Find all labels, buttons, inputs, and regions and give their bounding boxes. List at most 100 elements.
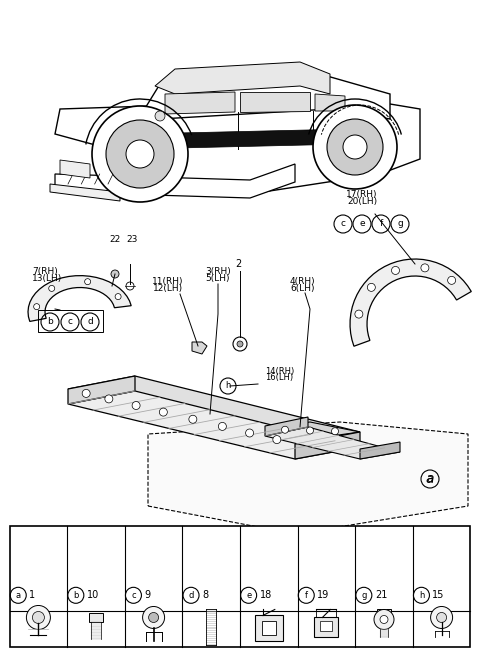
Text: 17(RH): 17(RH) [346,190,378,199]
Circle shape [273,436,281,443]
Circle shape [126,140,154,168]
Circle shape [355,310,363,318]
Text: b: b [73,591,79,600]
Text: 1: 1 [29,591,36,600]
Polygon shape [135,129,350,149]
Text: d: d [87,317,93,326]
Circle shape [92,106,188,202]
Text: 22: 22 [109,235,120,244]
Polygon shape [28,275,131,321]
Text: 7(RH): 7(RH) [32,267,58,276]
Polygon shape [260,422,360,439]
Polygon shape [295,432,360,459]
Polygon shape [120,74,390,149]
Polygon shape [265,427,400,459]
Text: 11(RH): 11(RH) [152,277,184,286]
Circle shape [392,266,399,275]
Polygon shape [148,422,468,534]
Polygon shape [68,391,360,459]
Polygon shape [360,442,400,459]
Text: 14(RH): 14(RH) [265,367,294,376]
Circle shape [106,120,174,188]
Bar [377,610,391,617]
Circle shape [48,285,55,292]
Text: 12(LH): 12(LH) [153,284,183,293]
Bar [321,621,332,632]
Bar [262,621,276,636]
Polygon shape [350,259,471,346]
Circle shape [343,135,367,159]
Text: b: b [47,317,53,326]
Circle shape [115,294,121,300]
Text: 5(LH): 5(LH) [206,274,230,283]
Circle shape [155,111,165,121]
Text: f: f [379,220,383,228]
Text: 6(LH): 6(LH) [290,284,314,293]
Text: 2: 2 [235,259,241,269]
Circle shape [159,408,168,416]
Circle shape [313,105,397,189]
Text: 21: 21 [375,591,387,600]
Text: a: a [427,474,433,484]
Polygon shape [68,376,135,404]
Circle shape [26,606,50,629]
Text: g: g [361,591,367,600]
Circle shape [327,119,383,175]
Text: e: e [246,591,251,600]
Text: h: h [419,591,424,600]
Circle shape [132,402,140,409]
Circle shape [374,610,394,629]
Text: a: a [426,472,434,486]
Text: 18: 18 [260,591,272,600]
Bar [38,310,103,332]
Text: 4(RH): 4(RH) [290,277,316,286]
Bar [255,615,283,642]
Circle shape [143,606,165,628]
Bar [314,617,338,638]
Polygon shape [55,164,295,198]
Polygon shape [60,160,90,178]
Circle shape [431,606,453,628]
Circle shape [448,277,456,284]
Text: h: h [225,381,231,390]
Polygon shape [265,417,308,436]
Circle shape [307,427,313,434]
Circle shape [105,395,113,403]
Polygon shape [165,92,235,114]
Circle shape [332,428,338,435]
Circle shape [246,429,253,437]
Circle shape [281,426,288,433]
Circle shape [149,613,158,623]
Text: 8: 8 [202,591,208,600]
Circle shape [218,422,227,430]
Text: 16(LH): 16(LH) [265,373,293,382]
Circle shape [237,341,243,347]
Text: e: e [359,220,365,228]
Text: a: a [16,591,21,600]
Text: 13(LH): 13(LH) [32,274,62,283]
Bar [89,613,103,623]
Circle shape [437,613,446,623]
Text: c: c [131,591,136,600]
Polygon shape [240,92,310,112]
Text: 23: 23 [126,235,138,244]
Text: 9: 9 [144,591,151,600]
Circle shape [421,264,429,272]
Polygon shape [68,376,360,444]
Polygon shape [50,184,120,201]
Text: 15: 15 [432,591,445,600]
Circle shape [367,283,375,292]
Text: 3(RH): 3(RH) [205,267,231,276]
Text: d: d [188,591,194,600]
Text: c: c [68,317,72,326]
Circle shape [32,611,44,623]
Text: f: f [305,591,308,600]
Polygon shape [315,94,345,111]
Text: g: g [397,220,403,228]
Circle shape [380,615,388,623]
Polygon shape [192,342,207,354]
Circle shape [84,279,91,284]
Text: 10: 10 [87,591,99,600]
Text: 19: 19 [317,591,329,600]
Circle shape [34,303,40,309]
